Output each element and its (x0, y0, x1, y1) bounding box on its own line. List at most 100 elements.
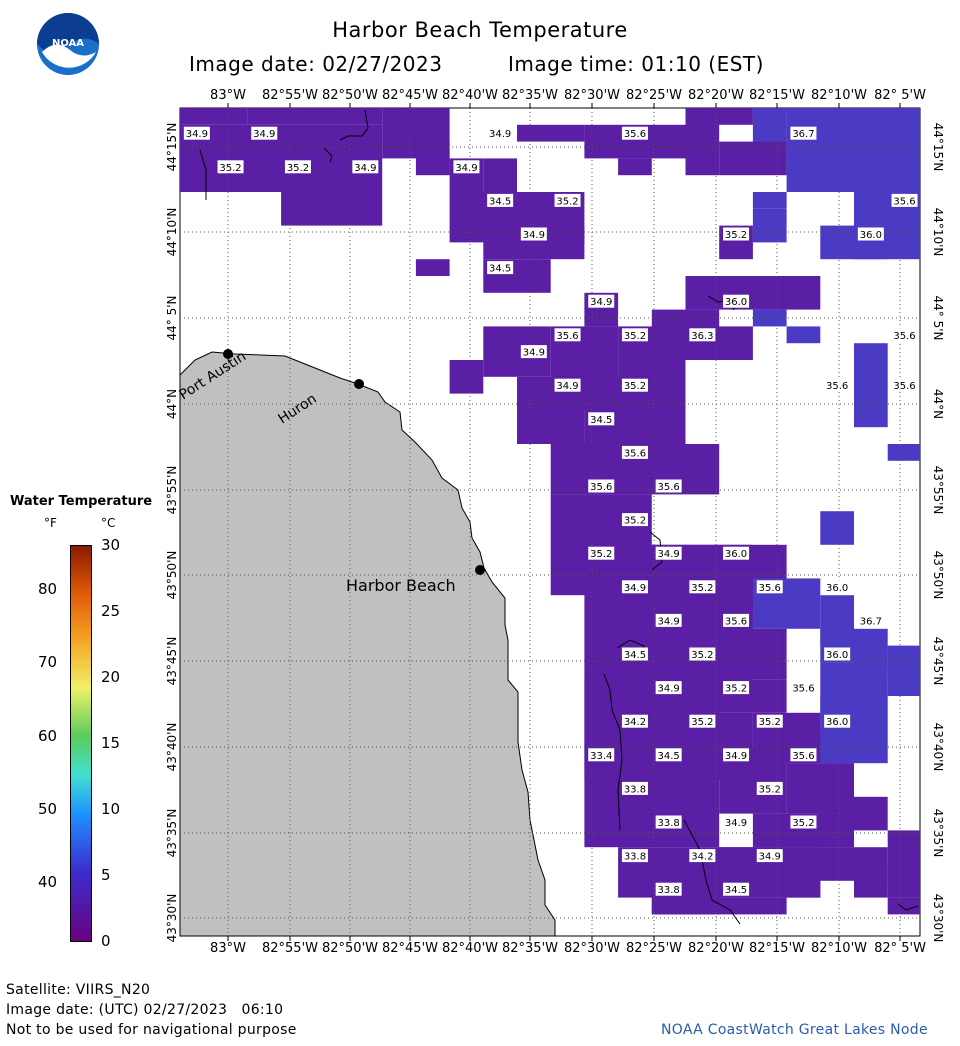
lon-label-top: 82°10'W (811, 88, 867, 103)
lat-label-left: 43°50'N (165, 551, 179, 600)
temperature-label-bg (723, 882, 750, 896)
temperature-label-bg (689, 647, 716, 661)
disclaimer: Not to be used for navigational purpose (6, 1022, 297, 1038)
temperature-label: 36.0 (725, 549, 747, 560)
legend-tick-f: 70 (38, 653, 58, 672)
lon-label-top: 82°55'W (262, 88, 318, 103)
lat-label-right: 43°45'N (931, 637, 945, 686)
temperature-label-bg (824, 580, 851, 594)
lon-label-bottom: 82°15'W (749, 941, 805, 956)
temperature-label: 35.6 (624, 448, 646, 459)
lon-label-bottom: 82°45'W (382, 941, 438, 956)
temperature-label: 35.6 (792, 751, 814, 762)
lat-label-right: 44°N (931, 389, 945, 419)
water-pixel-block (820, 511, 854, 545)
place-marker (475, 565, 485, 575)
water-pixel-block (752, 208, 787, 243)
temperature-label-bg (588, 748, 615, 762)
temperature-label-bg (284, 160, 311, 174)
water-pixel-block (887, 444, 920, 461)
temperature-pixels (180, 108, 920, 915)
water-pixel-block (854, 796, 888, 831)
lon-label-bottom: 82°30'W (564, 941, 620, 956)
lon-label-top: 82°45'W (382, 88, 438, 103)
temperature-label: 33.8 (658, 818, 680, 829)
temperature-label-bg (857, 227, 884, 241)
legend-tick-c: 5 (101, 866, 111, 884)
temperature-label-bg (824, 378, 851, 392)
water-pixel-block (584, 679, 787, 713)
temperature-label: 35.6 (725, 616, 747, 627)
lon-label-top: 82°35'W (502, 88, 558, 103)
lat-label-left: 44°N (165, 389, 179, 419)
temperature-label-bg (655, 613, 682, 627)
water-pixel-block (887, 645, 920, 696)
temperature-label: 34.5 (658, 751, 680, 762)
water-pixel-block (887, 897, 920, 915)
temperature-label-bg (790, 748, 817, 762)
temperature-label: 36.0 (826, 650, 848, 661)
temperature-label: 33.8 (658, 885, 680, 896)
temperature-label-bg (655, 681, 682, 695)
water-pixel-block (786, 326, 821, 344)
legend-tick-c: 0 (101, 932, 111, 950)
temperature-label-bg (588, 479, 615, 493)
water-pixel-block (786, 763, 854, 814)
water-pixel-block (517, 124, 585, 142)
temperature-label: 35.2 (691, 583, 713, 594)
water-pixel-block (180, 108, 248, 125)
water-pixel-block (854, 864, 888, 898)
water-pixel-block (820, 696, 888, 764)
land-area (179, 351, 556, 937)
water-pixel-block (685, 276, 821, 310)
temperature-label-bg (723, 748, 750, 762)
temperature-label-bg (621, 647, 648, 661)
temperature-label: 35.6 (759, 583, 781, 594)
temperature-label: 34.5 (725, 885, 747, 896)
water-pixel-block (752, 192, 787, 209)
temperature-label: 34.9 (523, 230, 545, 241)
legend-unit-f: °F (44, 516, 57, 530)
lon-label-top: 82° 5'W (874, 88, 926, 103)
temperature-label: 34.9 (658, 549, 680, 560)
lon-label-bottom: 82°35'W (502, 941, 558, 956)
temperature-label-bg (352, 160, 379, 174)
temperature-label: 35.6 (624, 129, 646, 140)
water-pixel-block (786, 880, 821, 898)
temperature-label-bg (520, 227, 547, 241)
temperature-label-bg (689, 849, 716, 863)
temperature-label: 35.2 (725, 684, 747, 695)
temperature-label: 35.2 (792, 818, 814, 829)
legend-title: Water Temperature (10, 494, 153, 509)
temperature-label: 36.0 (860, 230, 882, 241)
temperature-label-bg (756, 781, 783, 795)
temperature-label: 34.9 (455, 163, 477, 174)
temperature-label: 35.2 (624, 381, 646, 392)
temperature-label: 36.0 (826, 583, 848, 594)
water-pixel-block (449, 360, 484, 394)
legend-tick-f: 60 (38, 726, 58, 745)
water-pixel-block (719, 628, 787, 680)
temperature-label: 34.9 (489, 129, 511, 140)
temperature-label: 34.9 (725, 818, 747, 829)
lon-label-top: 82°20'W (688, 88, 744, 103)
temperature-label-bg (251, 126, 278, 140)
temperature-label-bg (723, 546, 750, 560)
water-pixel-block (887, 158, 920, 176)
temperature-label-bg (554, 193, 581, 207)
temperature-label-bg (756, 580, 783, 594)
temperature-label-bg (621, 580, 648, 594)
temperature-label: 35.6 (893, 381, 915, 392)
water-pixel-block (415, 259, 450, 276)
logo-text: NOAA (52, 38, 84, 49)
credit-link[interactable]: NOAA CoastWatch Great Lakes Node (661, 1022, 928, 1038)
temperature-label-bg (520, 345, 547, 359)
temperature-label: 34.9 (725, 751, 747, 762)
lat-label-right: 43°55'N (931, 466, 945, 515)
lat-label-right: 44°15'N (931, 123, 945, 172)
lon-label-bottom: 82°55'W (262, 941, 318, 956)
lon-label-top: 82°50'W (322, 88, 378, 103)
temperature-label: 34.9 (523, 348, 545, 359)
temperature-label-bg (453, 160, 480, 174)
